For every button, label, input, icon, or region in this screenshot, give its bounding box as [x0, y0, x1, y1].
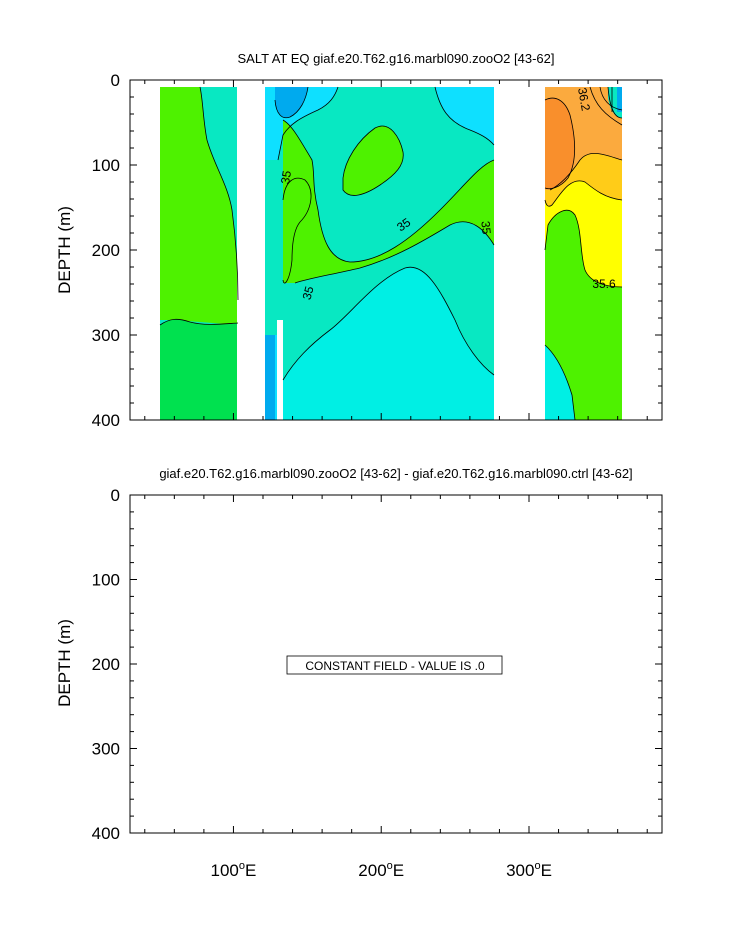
- y-tick-label: 100: [92, 156, 120, 175]
- salinity-contour-field: 35 35 35 35 36.2 35.6: [159, 86, 623, 421]
- y-tick-label: 0: [111, 486, 120, 505]
- land-mask-3: [277, 320, 283, 420]
- y-tick-label: 400: [92, 411, 120, 430]
- region-35-4-west-deep: [160, 319, 238, 420]
- contour-lines: [159, 86, 623, 421]
- x-tick-label: 100oE: [211, 860, 257, 880]
- y-tick-label: 400: [92, 824, 120, 843]
- panel-2-y-ticks: 0 100 200 300 400: [92, 486, 662, 843]
- panel-2-title: giaf.e20.T62.g16.marbl090.zooO2 [43-62] …: [159, 466, 632, 481]
- y-tick-label: 100: [92, 571, 120, 590]
- x-tick-label: 200oE: [358, 860, 404, 880]
- region-35-5-lens-upper: [343, 126, 404, 196]
- panel-1-x-ticks: [144, 80, 648, 420]
- land-mask-4: [252, 87, 255, 102]
- constant-field-box: [286, 655, 503, 675]
- panel-1-y-axis-label: DEPTH (m): [55, 206, 74, 294]
- region-34-8-surface: [265, 87, 494, 145]
- panel-2-y-axis-label: DEPTH (m): [55, 619, 74, 707]
- y-tick-label: 300: [92, 740, 120, 759]
- contour-label: 35: [478, 220, 493, 235]
- contour-label: 35.6: [592, 277, 616, 291]
- panel-1-title: SALT AT EQ giaf.e20.T62.g16.marbl090.zoo…: [237, 51, 554, 66]
- region-34-6-patch: [275, 87, 308, 118]
- difference-panel: giaf.e20.T62.g16.marbl090.zooO2 [43-62] …: [55, 466, 663, 880]
- y-tick-label: 300: [92, 326, 120, 345]
- x-tick-label: 300oE: [506, 860, 552, 880]
- contour-label: 36.2: [575, 87, 593, 113]
- region-35-5-west: [160, 87, 238, 325]
- region-34-8-deep: [283, 267, 494, 420]
- land-mask-1: [237, 87, 265, 420]
- contour-label: 35: [278, 169, 294, 185]
- y-tick-label: 200: [92, 241, 120, 260]
- y-tick-label: 200: [92, 655, 120, 674]
- region-34-8-east-deep: [545, 345, 575, 420]
- panel-1-y-ticks: 0 100 200 300 400: [92, 71, 662, 430]
- constant-field-annotation: CONSTANT FIELD - VALUE IS .0: [305, 659, 485, 673]
- region-35-4-band: [283, 120, 494, 283]
- contour-label: 35: [300, 284, 317, 301]
- land-mask-2: [494, 87, 545, 420]
- salt-section-panel: SALT AT EQ giaf.e20.T62.g16.marbl090.zoo…: [55, 51, 663, 430]
- panel-2-x-ticks: 100oE 200oE 300oE: [144, 495, 648, 880]
- region-34-6-strip: [265, 335, 275, 420]
- region-36-2-east: [545, 98, 575, 189]
- y-tick-label: 0: [111, 71, 120, 90]
- region-34-6-east-coast: [617, 87, 622, 112]
